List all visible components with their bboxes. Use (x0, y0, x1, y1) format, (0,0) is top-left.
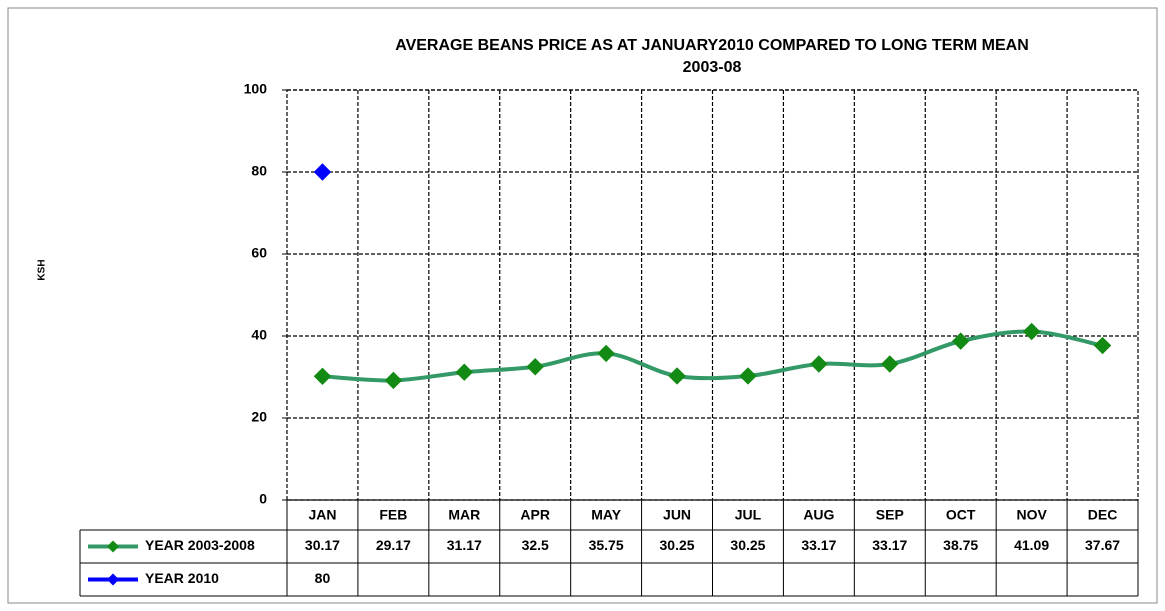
table-value: 38.75 (943, 537, 978, 553)
marker (810, 355, 828, 373)
y-tick-label: 40 (251, 327, 267, 343)
x-tick-label: FEB (379, 507, 407, 523)
table-value: 32.5 (522, 537, 549, 553)
marker (526, 358, 544, 376)
x-tick-label: MAY (591, 507, 621, 523)
marker (313, 367, 332, 386)
table-value: 33.17 (872, 537, 907, 553)
marker (668, 367, 686, 385)
table-value: 29.17 (376, 537, 411, 553)
y-tick-label: 100 (244, 81, 268, 97)
table-value: 41.09 (1014, 537, 1049, 553)
legend-label: YEAR 2010 (145, 570, 219, 586)
y-tick-label: 80 (251, 163, 267, 179)
legend-marker (107, 540, 119, 553)
chart-title: AVERAGE BEANS PRICE AS AT JANUARY2010 CO… (395, 37, 1029, 54)
marker (1022, 322, 1041, 341)
y-axis-label: KSH (37, 259, 48, 280)
table-value: 33.17 (801, 537, 836, 553)
table-value: 31.17 (447, 537, 482, 553)
marker (384, 371, 403, 390)
x-tick-label: DEC (1088, 507, 1118, 523)
x-tick-label: MAR (448, 507, 480, 523)
marker (597, 344, 615, 363)
x-tick-label: NOV (1016, 507, 1047, 523)
chart-border (7, 7, 1158, 604)
table-value: 30.25 (660, 537, 695, 553)
x-tick-label: SEP (876, 507, 904, 523)
y-tick-label: 60 (251, 245, 267, 261)
x-tick-label: JUN (663, 507, 691, 523)
y-tick-label: 20 (251, 409, 267, 425)
x-tick-label: AUG (803, 507, 834, 523)
table-value: 30.25 (730, 537, 765, 553)
y-tick-label: 0 (259, 491, 267, 507)
marker (313, 163, 332, 181)
x-tick-label: APR (520, 507, 550, 523)
marker (1093, 336, 1112, 355)
marker (881, 355, 899, 373)
marker (952, 332, 970, 350)
x-tick-label: OCT (946, 507, 976, 523)
marker (739, 367, 757, 385)
table-value: 80 (315, 570, 331, 586)
table-value: 37.67 (1085, 537, 1120, 553)
x-tick-label: JUL (735, 507, 762, 523)
chart-title: 2003-08 (683, 59, 742, 76)
marker (455, 363, 473, 381)
table-value: 35.75 (589, 537, 624, 553)
table-value: 30.17 (305, 537, 340, 553)
legend-label: YEAR 2003-2008 (145, 537, 255, 553)
x-tick-label: JAN (308, 507, 336, 523)
legend-marker (107, 573, 119, 586)
